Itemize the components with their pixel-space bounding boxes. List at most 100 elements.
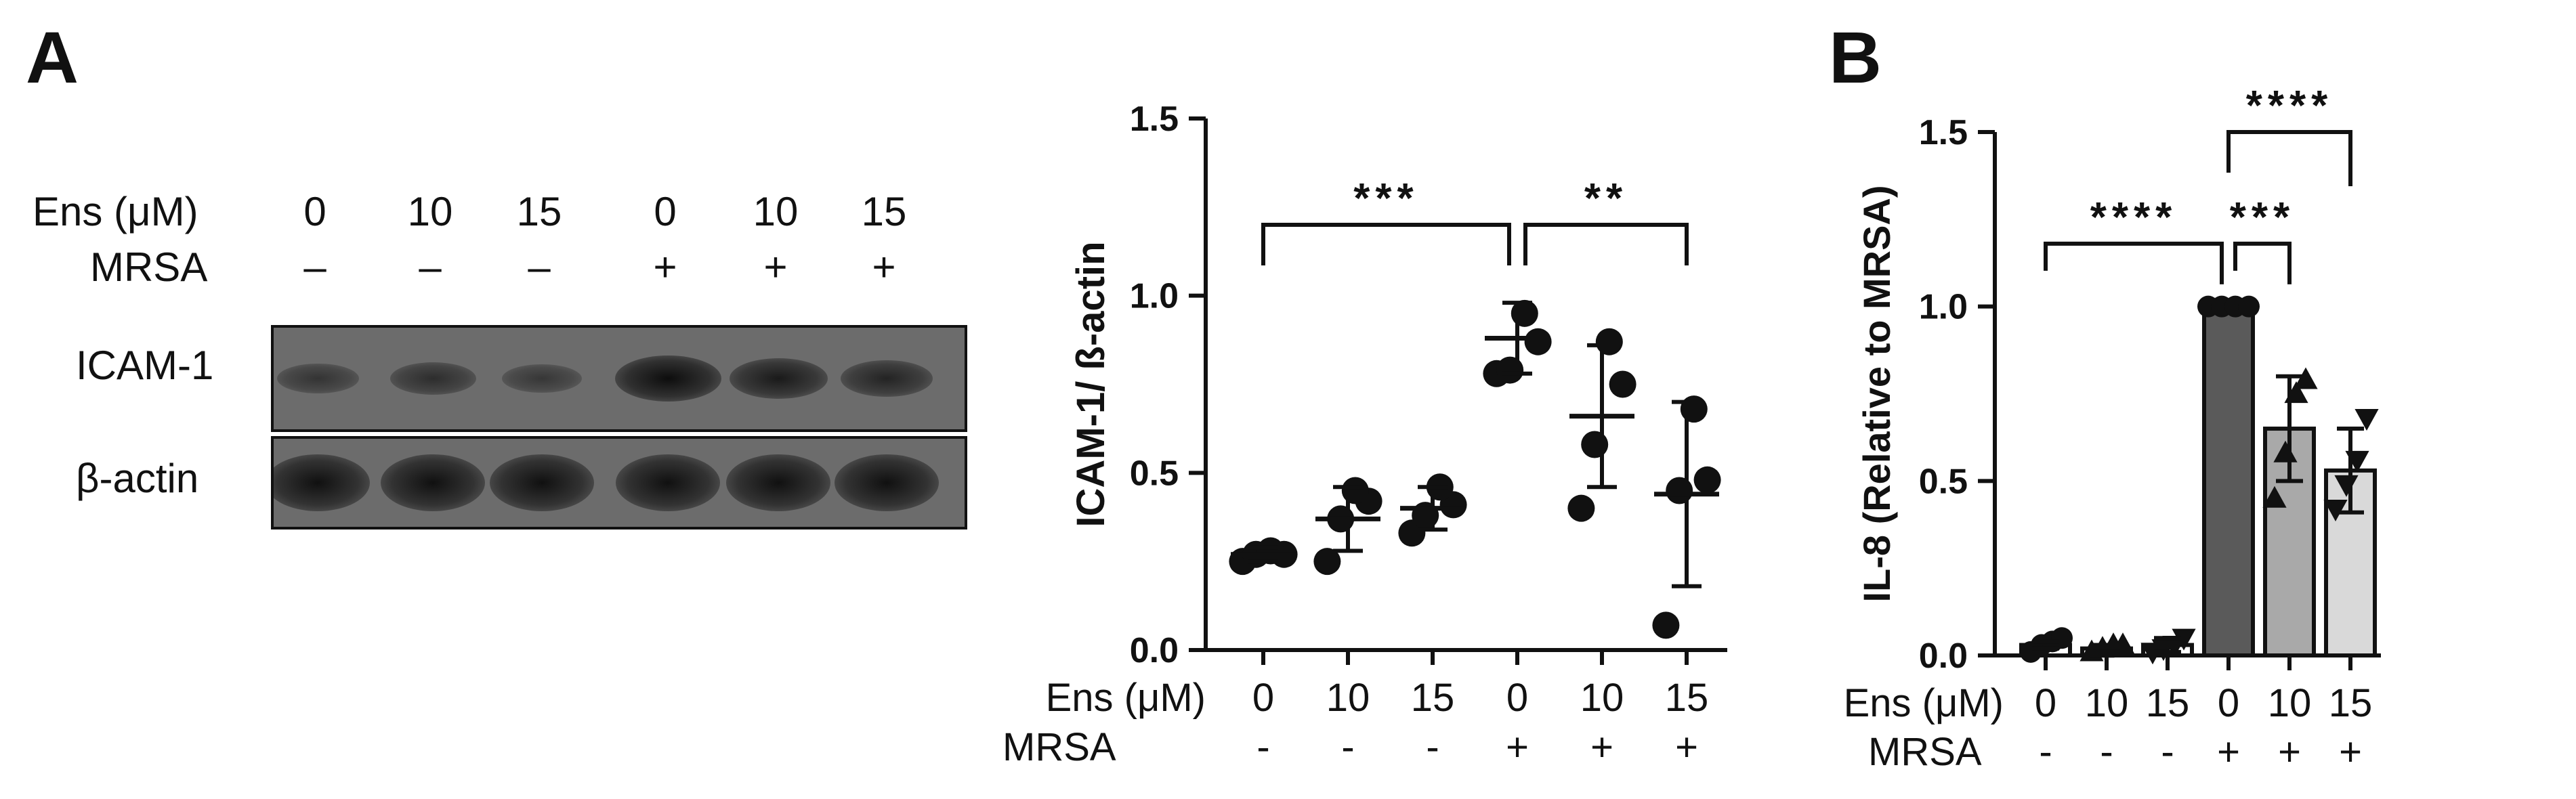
x-tick-label-mrsa: + <box>1675 725 1698 769</box>
x-tick-label-ens: 0 <box>1252 676 1274 720</box>
data-point <box>1524 328 1552 355</box>
data-point <box>1341 477 1369 504</box>
blot-lane-ens: 10 <box>753 189 799 234</box>
y-tick-label: 1.0 <box>1919 288 1968 327</box>
blot-lane-ens: 15 <box>516 189 562 234</box>
x-tick-label-mrsa: + <box>2217 730 2240 774</box>
x-tick-label-ens: 10 <box>1326 676 1370 720</box>
blot-band <box>841 360 933 397</box>
data-point <box>1666 477 1693 504</box>
data-point <box>1313 548 1341 576</box>
significance-bracket <box>2044 241 2224 284</box>
x-tick-label-ens: 15 <box>2329 681 2373 725</box>
significance-bracket <box>2226 130 2352 186</box>
data-point <box>1595 328 1623 355</box>
blot-band <box>490 454 594 511</box>
x-tick-label-mrsa: - <box>2100 730 2113 774</box>
data-point <box>1680 395 1708 423</box>
il8-bar-chart: 0.0 0.5 1.0 1.5 IL-8 (Relative to MRSA) Ens (… <box>1844 83 2381 774</box>
data-point <box>1652 611 1680 639</box>
data-point <box>2111 632 2135 655</box>
data-point <box>2294 367 2318 389</box>
blot-band <box>276 364 359 393</box>
blot-row-label-beta-actin: β-actin <box>76 456 199 501</box>
x-tick-label-mrsa: - <box>1426 725 1439 769</box>
x-row-label-mrsa: MRSA <box>1002 725 1116 769</box>
x-tick-label-ens: 0 <box>1506 676 1528 720</box>
blot-lane-mrsa: + <box>653 244 677 290</box>
data-point <box>2051 627 2073 649</box>
data-point <box>2172 628 2196 651</box>
x-row-label-ens: Ens (μM) <box>1844 681 2004 725</box>
significance-label: **** <box>2246 83 2334 129</box>
data-point <box>1567 494 1595 522</box>
panel-b-letter: B <box>1829 16 1882 98</box>
blot-mrsa-label: MRSA <box>90 244 208 290</box>
data-point <box>1581 431 1609 458</box>
y-tick-label: 1.0 <box>1130 277 1179 316</box>
y-tick-label: 0.5 <box>1919 462 1968 501</box>
data-point <box>2355 408 2379 431</box>
x-tick-label-mrsa: - <box>1257 725 1269 769</box>
x-tick-label-ens: 0 <box>2218 681 2239 725</box>
blot-lane-ens: 10 <box>407 189 453 234</box>
x-tick-label-ens: 10 <box>1580 676 1624 720</box>
bar <box>2202 304 2255 657</box>
blot-lane-mrsa: – <box>419 244 442 290</box>
y-tick-label: 1.5 <box>1130 100 1179 139</box>
blot-band <box>389 362 476 395</box>
significance-label: ** <box>1584 175 1628 222</box>
data-point <box>1609 370 1637 398</box>
x-tick-label-ens: 15 <box>1411 676 1455 720</box>
blot-band <box>726 454 830 511</box>
data-point <box>2262 485 2287 508</box>
blot-band <box>502 364 582 393</box>
significance-bracket <box>1523 223 1689 265</box>
blot-lane-mrsa: – <box>528 244 551 290</box>
blot-lane-mrsa: + <box>872 244 896 290</box>
panel-a-letter: A <box>26 16 79 98</box>
blot-band <box>729 358 828 399</box>
y-tick-label: 0.0 <box>1130 631 1179 670</box>
data-point <box>2323 499 2348 521</box>
x-tick-label-mrsa: + <box>1506 725 1529 769</box>
blot-lane-mrsa: + <box>763 244 788 290</box>
x-tick-label-ens: 10 <box>2085 681 2129 725</box>
x-tick-label-mrsa: + <box>2278 730 2301 774</box>
y-tick-label: 0.0 <box>1919 636 1968 676</box>
x-tick-label-mrsa: + <box>1590 725 1613 769</box>
x-tick-label-ens: 15 <box>1665 676 1709 720</box>
blot-lane-ens: 0 <box>303 189 326 234</box>
blot-band <box>274 454 370 511</box>
significance-label: *** <box>1353 175 1418 222</box>
data-point <box>2238 295 2260 318</box>
x-tick-label-mrsa: + <box>2339 730 2362 774</box>
icam1-scatter-chart: 0.0 0.5 1.0 1.5 ICAM-1/ ß-actin Ens (μM) MRSA 0… <box>1002 100 1727 769</box>
blot-lane-mrsa: – <box>303 244 326 290</box>
x-tick-label-ens: 10 <box>2268 681 2312 725</box>
x-tick-label-mrsa: - <box>1341 725 1354 769</box>
x-row-label-mrsa: MRSA <box>1868 730 1982 774</box>
x-row-label-ens: Ens (μM) <box>1046 676 1206 720</box>
x-tick-label-ens: 0 <box>2035 681 2056 725</box>
y-axis-label: ICAM-1/ ß-actin <box>1069 241 1113 527</box>
x-tick-label-mrsa: - <box>2161 730 2174 774</box>
blot-row-label-icam1: ICAM-1 <box>76 343 214 388</box>
blot-band <box>616 454 720 511</box>
y-tick-label: 1.5 <box>1919 113 1968 152</box>
x-tick-label-ens: 15 <box>2146 681 2190 725</box>
blot-ens-label: Ens (μM) <box>33 189 198 234</box>
data-point <box>1412 502 1439 530</box>
blot-strip-icam1 <box>271 325 967 432</box>
significance-label: **** <box>2090 194 2178 241</box>
blot-lane-ens: 0 <box>654 189 677 234</box>
blot-strip-beta-actin <box>271 436 967 530</box>
blot-band <box>835 454 939 511</box>
blot-lane-ens: 15 <box>861 189 907 234</box>
y-axis-label: IL-8 (Relative to MRSA) <box>1855 185 1898 602</box>
x-tick-label-mrsa: - <box>2039 730 2052 774</box>
significance-bracket <box>2233 241 2292 284</box>
data-point <box>1496 356 1524 384</box>
blot-band <box>614 355 721 402</box>
y-tick-label: 0.5 <box>1130 454 1179 493</box>
